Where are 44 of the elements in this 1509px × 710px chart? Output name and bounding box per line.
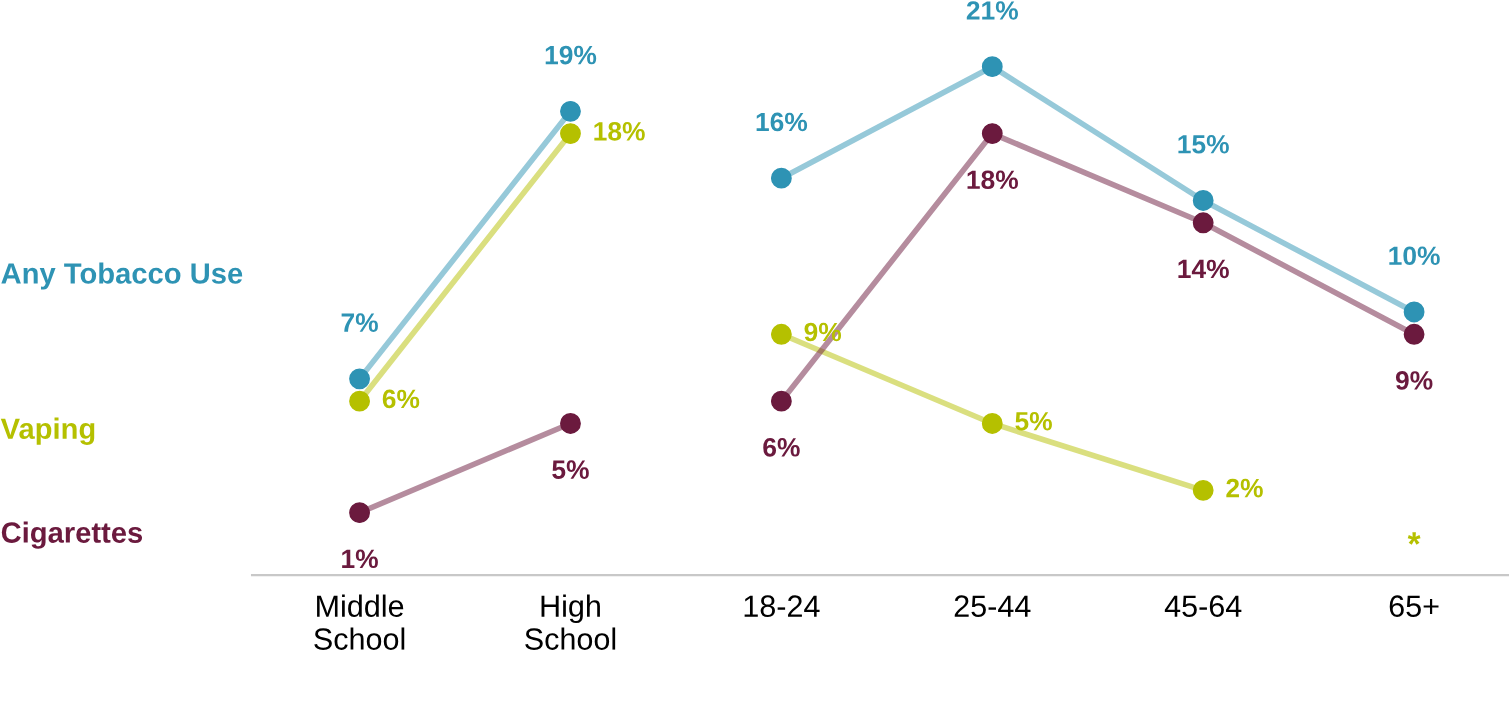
point (560, 100, 581, 122)
x-tick-label: 45-64 (1164, 595, 1242, 617)
data-label: 6% (382, 389, 420, 409)
point (1403, 323, 1425, 345)
data-label: 1% (342, 549, 378, 569)
data-label: 14% (1178, 259, 1229, 279)
point (1192, 212, 1214, 234)
data-label: 9% (804, 322, 842, 342)
data-label: 16% (756, 112, 808, 132)
data-label: 5% (552, 460, 589, 479)
data-label: 15% (1178, 134, 1229, 154)
x-tick-label: 25-44 (954, 595, 1031, 617)
point (349, 368, 370, 390)
text: Cigarettes (1, 521, 143, 549)
data-label: 21% (966, 1, 1018, 20)
data-label: 18% (967, 170, 1018, 190)
x-tick-label: Middle School (314, 594, 405, 650)
point (349, 502, 370, 524)
point (560, 413, 581, 434)
x-tick-label: 65+ (1389, 595, 1439, 617)
point (1192, 479, 1214, 501)
x-tick-label: High School (525, 594, 616, 650)
data-label: 18% (594, 121, 645, 141)
data-label: 5% (1015, 411, 1052, 431)
point (770, 390, 792, 412)
point (1192, 190, 1214, 211)
data-label: 7% (341, 313, 378, 332)
point (981, 123, 1003, 145)
text: Any Tobacco Use (1, 262, 243, 290)
point (770, 167, 792, 189)
point (1403, 301, 1425, 323)
x-tick-label: 18-24 (744, 595, 820, 617)
data-label: 10% (1389, 246, 1440, 266)
point (981, 413, 1003, 434)
point (349, 390, 370, 412)
data-label: 2% (1226, 478, 1263, 498)
point (560, 123, 581, 145)
point (981, 56, 1003, 78)
data-label: 19% (545, 45, 597, 65)
data-label: 6% (763, 437, 800, 457)
text: Vaping (0, 417, 95, 445)
text: * (1407, 532, 1421, 545)
point (770, 323, 792, 345)
data-label: 9% (1395, 371, 1433, 390)
